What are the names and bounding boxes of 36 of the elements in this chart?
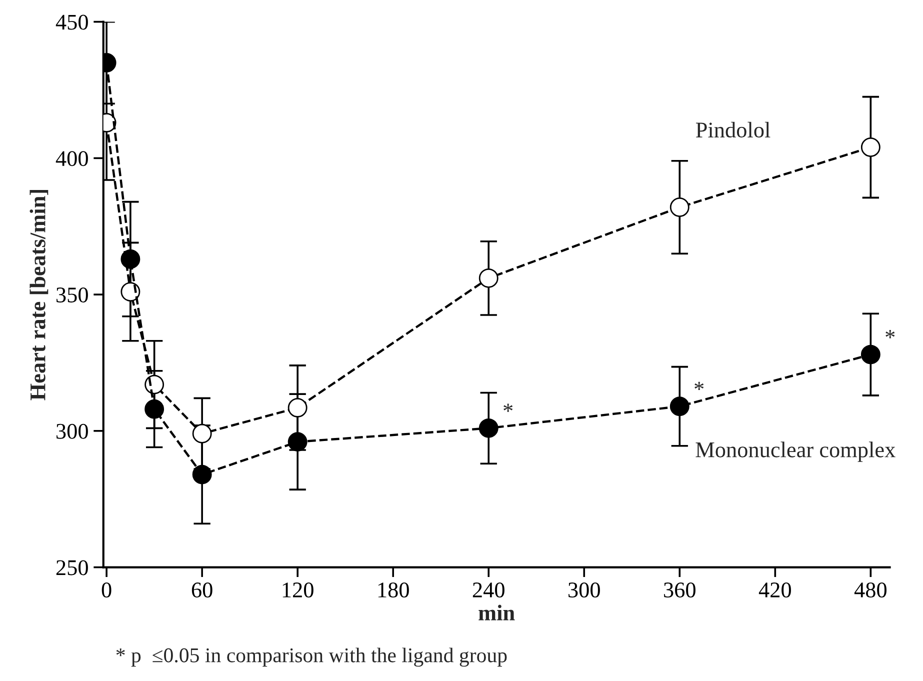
y-axis-title: Heart rate [beats/min] [30, 190, 48, 400]
point [860, 138, 880, 157]
annotation: * [886, 330, 895, 338]
y-tick-label: 450 [56, 14, 88, 30]
annotation: * [504, 404, 513, 412]
text: * p ≤0.05 in comparison with the ligand group [116, 648, 507, 667]
x-tick-label: 420 [758, 582, 791, 598]
x-tick-label: 360 [664, 582, 696, 598]
x-tick-label: 480 [854, 582, 886, 598]
point [120, 249, 140, 269]
series-label: Pindolol [696, 122, 770, 138]
x-tick-label: 240 [472, 582, 504, 598]
point [144, 374, 164, 394]
x-tick-label: 60 [192, 582, 212, 598]
annotation: * [694, 382, 704, 390]
y-tick-label: 250 [56, 560, 88, 576]
y-tick-label: 300 [56, 424, 88, 439]
x-tick-label: 0 [102, 582, 112, 598]
point [478, 268, 498, 288]
point [478, 418, 498, 438]
point [288, 398, 308, 418]
point [860, 344, 880, 364]
point [288, 432, 308, 452]
point [670, 198, 690, 217]
x-axis-title: min [478, 604, 515, 620]
x-tick-label: 120 [282, 582, 314, 598]
point [670, 396, 690, 416]
y-tick-label: 350 [56, 287, 88, 302]
point [120, 282, 140, 302]
series-label: Mononuclear complex [696, 442, 896, 462]
x-tick-label: 300 [568, 582, 600, 598]
point [144, 399, 164, 419]
point [192, 424, 212, 444]
y-tick-label: 400 [56, 151, 88, 166]
x-tick-label: 180 [378, 582, 409, 598]
point [192, 464, 212, 484]
